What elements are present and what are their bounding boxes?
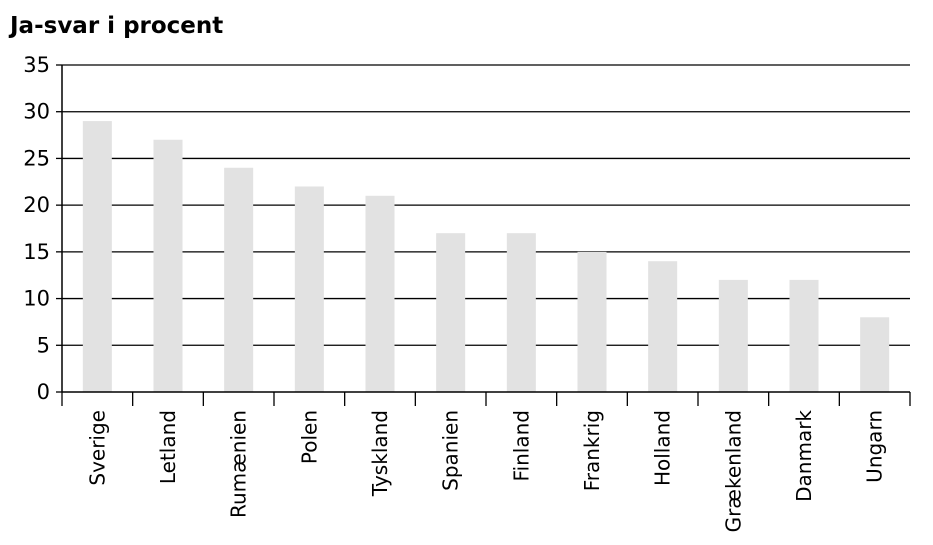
y-tick-label-0: 0 — [37, 380, 50, 404]
chart-title: Ja-svar i procent — [8, 13, 223, 39]
x-category-labels: Sverige Letland Rumænien Polen Tyskland Spani… — [85, 410, 886, 533]
gridlines — [62, 64, 910, 346]
x-label-finland: Finland — [509, 410, 533, 481]
axes — [56, 64, 911, 406]
bar-sverige — [82, 121, 112, 393]
x-label-letland: Letland — [156, 410, 180, 484]
y-tick-label-5: 5 — [37, 333, 50, 357]
x-label-sverige: Sverige — [85, 410, 109, 486]
x-label-spanien: Spanien — [439, 410, 463, 491]
y-tick-label-20: 20 — [23, 193, 50, 217]
x-label-ungarn: Ungarn — [863, 410, 887, 483]
y-tick-label-15: 15 — [23, 240, 50, 264]
bar-tyskland — [365, 195, 395, 392]
y-tick-label-10: 10 — [23, 287, 50, 311]
bar-holland — [648, 261, 678, 392]
y-tick-labels: 0 5 10 15 20 25 30 35 — [23, 53, 50, 404]
bars — [82, 121, 890, 393]
x-label-tyskland: Tyskland — [368, 410, 392, 497]
bar-ungarn — [860, 317, 890, 392]
bar-frankrig — [577, 251, 607, 392]
bar-letland — [153, 139, 183, 392]
x-label-grækenland: Grækenland — [721, 410, 745, 532]
y-tick-label-30: 30 — [23, 100, 50, 124]
x-label-rumænien: Rumænien — [227, 410, 251, 518]
x-label-polen: Polen — [297, 410, 321, 464]
bar-polen — [294, 186, 324, 392]
bar-finland — [506, 233, 536, 392]
bar-danmark — [789, 279, 819, 392]
bar-rumænien — [224, 167, 254, 392]
y-tick-label-25: 25 — [23, 146, 50, 170]
x-label-frankrig: Frankrig — [580, 410, 604, 491]
bar-grækenland — [718, 279, 748, 392]
bar-spanien — [436, 233, 466, 392]
y-tick-label-35: 35 — [23, 53, 50, 77]
x-label-holland: Holland — [651, 410, 675, 486]
x-label-danmark: Danmark — [792, 410, 816, 502]
